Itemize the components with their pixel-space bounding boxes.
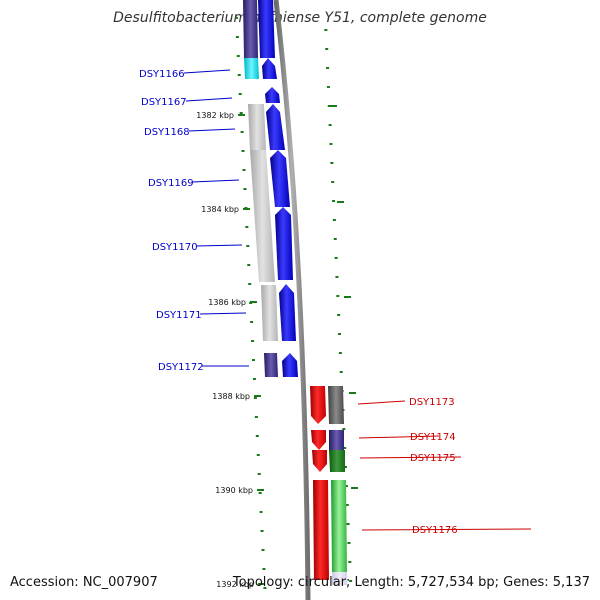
cds-arrow-forward [258, 0, 275, 58]
reverse-gene-labels: DSY1173 DSY1174 DSY1175 DSY1176 [357, 397, 532, 536]
cds-arrow-forward [282, 353, 298, 377]
feature-block-purple [264, 353, 278, 377]
forward-cds-track [258, 0, 298, 377]
cds-arrow-forward [275, 207, 293, 280]
feature-block-gray [248, 104, 266, 150]
gene-label-forward[interactable]: DSY1166 [139, 69, 185, 80]
gene-label-forward[interactable]: DSY1169 [148, 178, 194, 189]
gene-label-forward[interactable]: DSY1172 [158, 362, 204, 373]
scale-ticks: 1382 kbp 1384 kbp 1386 kbp 1388 kbp 1390 kbp… [196, 111, 265, 589]
feature-block-cyan [244, 58, 259, 79]
cds-arrow-forward [279, 284, 296, 341]
cds-arrow-forward [265, 87, 280, 103]
feature-block-gray [250, 150, 275, 282]
gene-label-forward[interactable]: DSY1168 [144, 127, 190, 138]
accession-label: Accession: NC_007907 [10, 575, 158, 590]
gene-label-reverse[interactable]: DSY1174 [410, 432, 456, 443]
scale-tick-label: 1392 kbp [216, 580, 254, 589]
gene-label-reverse[interactable]: DSY1173 [409, 397, 455, 408]
scale-tick-label: 1388 kbp [212, 392, 250, 401]
map-title: Desulfitobacterium hafniense Y51, comple… [113, 10, 487, 26]
feature-block-purple [243, 0, 258, 58]
gene-label-forward[interactable]: DSY1170 [152, 242, 198, 253]
scale-tick-label: 1390 kbp [215, 486, 253, 495]
gene-leader-line [183, 69, 231, 74]
gene-leader-line [361, 528, 532, 531]
scale-tick-label: 1382 kbp [196, 111, 234, 120]
scale-tick-label: 1384 kbp [201, 205, 239, 214]
cds-arrow-reverse [310, 386, 326, 424]
gene-leader-line [185, 97, 233, 102]
gene-label-forward[interactable]: DSY1167 [141, 97, 187, 108]
feature-block-darkgray [328, 386, 344, 424]
cds-arrow-forward [262, 58, 277, 79]
feature-block-gray [261, 285, 278, 341]
forward-feature-track [243, 0, 278, 377]
feature-block-darkgreen [329, 450, 345, 472]
gene-leader-line [358, 435, 440, 439]
feature-block-lavender [332, 572, 347, 585]
reverse-cds-track [310, 386, 329, 580]
cds-arrow-forward [270, 150, 290, 207]
feature-block-purple [329, 430, 344, 450]
gene-leader-line [195, 244, 243, 247]
feature-block-green [331, 480, 347, 572]
genome-backbone [273, 0, 311, 600]
scale-tick-label: 1386 kbp [208, 298, 246, 307]
cds-arrow-reverse [312, 450, 327, 472]
gene-label-reverse[interactable]: DSY1175 [410, 453, 456, 464]
gene-label-reverse[interactable]: DSY1176 [412, 525, 458, 536]
gene-leader-line [191, 179, 240, 183]
forward-gene-labels: DSY1166 DSY1167 DSY1168 DSY1169 DSY1170 DSY11… [139, 69, 249, 373]
genome-summary: Topology: circular; Length: 5,727,534 bp… [232, 575, 590, 590]
gene-leader-line [188, 128, 236, 132]
gene-leader-line [357, 400, 406, 405]
reverse-feature-track [328, 386, 347, 585]
outer-tick-marks [324, 29, 358, 582]
cds-arrow-forward [266, 104, 285, 150]
gene-label-forward[interactable]: DSY1171 [156, 310, 202, 321]
cds-arrow-reverse [311, 430, 326, 450]
gene-leader-line [359, 456, 462, 459]
cds-arrow-reverse [313, 480, 329, 580]
gene-leader-line [199, 312, 247, 315]
